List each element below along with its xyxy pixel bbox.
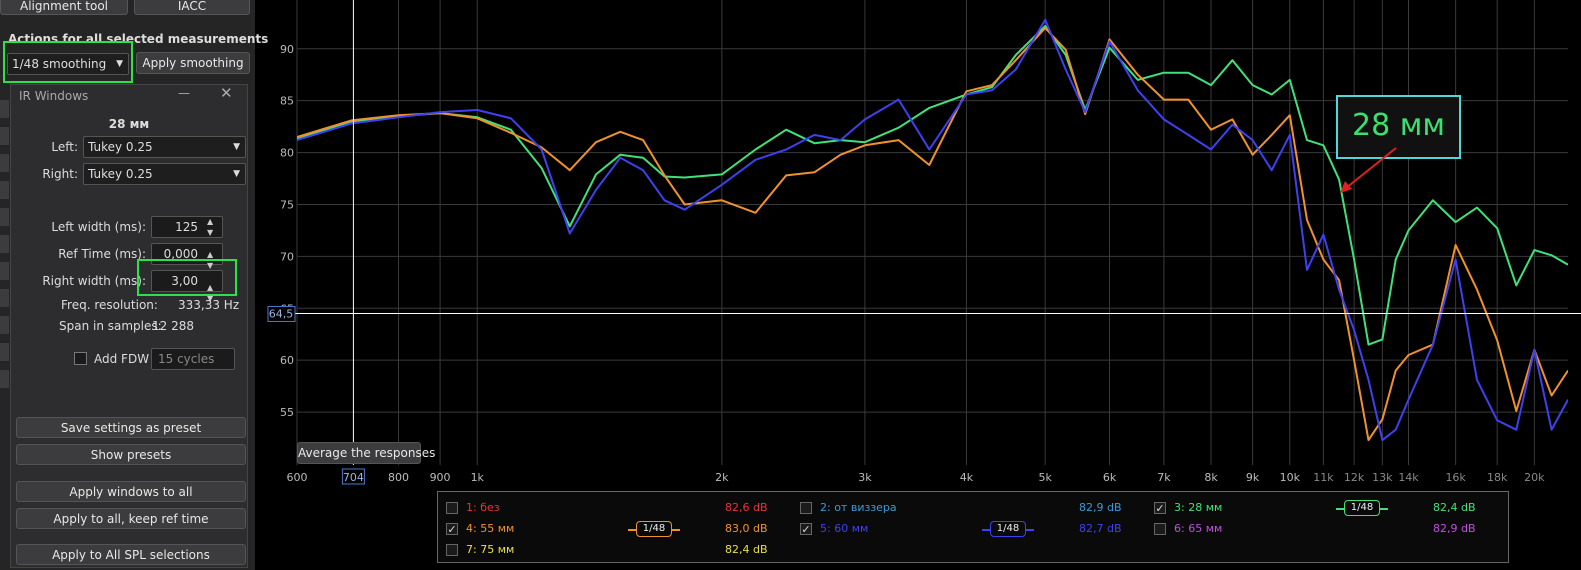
value: 333,33 Hz (178, 298, 240, 312)
checkbox[interactable]: ✓ (800, 523, 812, 536)
smoothing-icon: 1/48 (990, 521, 1026, 537)
close[interactable]: ✕ (220, 84, 233, 102)
x-tick-label: 8k (1204, 471, 1218, 484)
x-tick-label: 1k (471, 471, 485, 484)
button[interactable]: Save settings as preset (16, 417, 246, 438)
label: Right width (ms): (42, 274, 146, 288)
legend-name: 4: 55 мм (466, 522, 515, 535)
checkbox[interactable] (1154, 523, 1166, 535)
legend-level: 82,6 dB (725, 501, 768, 514)
button[interactable]: Apply to All SPL selections (16, 544, 246, 565)
x-tick-label: 16k (1445, 471, 1466, 484)
checkbox[interactable]: ✓ (446, 523, 458, 536)
cursor-label: 704 (343, 471, 364, 484)
dropdown[interactable]: 1/48 smoothing ▼ (7, 53, 129, 75)
dropdown[interactable]: Tukey 0.25 ▼ (83, 136, 246, 158)
x-tick-label: 3k (858, 471, 872, 484)
dropdown[interactable]: Tukey 0.25 ▼ (83, 163, 246, 185)
dialog-title: IR Windows (19, 89, 89, 103)
label: Freq. resolution: (61, 298, 158, 312)
cursor-label-box (341, 468, 365, 485)
cursor-label-box (267, 305, 296, 322)
curve (297, 27, 1568, 442)
x-tick-label: 800 (388, 471, 409, 484)
label: Right: (42, 167, 78, 181)
minimize[interactable]: — (178, 86, 190, 100)
x-tick-label: 13k (1372, 471, 1393, 484)
legend-name: 2: от виззера (820, 501, 897, 514)
label: Left: (51, 140, 78, 154)
highlight (137, 259, 237, 296)
label: Ref Time (ms): (58, 247, 146, 261)
legend-level: 82,4 dB (1433, 501, 1476, 514)
y-tick-label: 80 (280, 147, 294, 160)
legend-name: 3: 28 мм (1174, 501, 1223, 514)
dropdown-value: 1/48 smoothing (12, 57, 107, 71)
y-tick-label: 85 (280, 95, 294, 108)
input[interactable]: 125 (151, 216, 223, 238)
hidden-buttons (0, 100, 9, 390)
checkbox[interactable]: ✓ (1154, 502, 1166, 515)
spinners[interactable]: ▲ ▼ ▲ ▼ ▲ ▼ (207, 217, 214, 303)
legend-level: 82,9 dB (1079, 501, 1122, 514)
legend-name: 6: 65 мм (1174, 522, 1223, 535)
curve (297, 18, 1568, 442)
checkbox[interactable] (800, 502, 812, 514)
legend-name: 7: 75 мм (466, 543, 515, 556)
x-tick-label: 20k (1524, 471, 1545, 484)
smoothing-icon: 1/48 (1344, 500, 1380, 516)
button[interactable]: IACC (134, 0, 250, 15)
button[interactable]: Apply to all, keep ref time (16, 508, 246, 529)
smoothing-icon: 1/48 (636, 521, 672, 537)
legend-name: 1: без (466, 501, 500, 514)
x-tick-label: 11k (1313, 471, 1334, 484)
label: Span in samples: (59, 319, 162, 333)
checkbox[interactable] (446, 544, 458, 556)
button[interactable]: Apply windows to all (16, 481, 246, 502)
x-tick-label: 14k (1398, 471, 1419, 484)
button[interactable]: Average the responses (297, 442, 435, 464)
y-tick-label: 90 (280, 43, 294, 56)
x-tick-label: 4k (960, 471, 974, 484)
cursor-label: 64,5 (269, 307, 294, 320)
dropdown-value: Tukey 0.25 (88, 167, 153, 181)
x-tick-label: 7k (1157, 471, 1171, 484)
x-tick-label: 6k (1103, 471, 1117, 484)
input[interactable]: 3,00 (151, 270, 223, 292)
x-tick-label: 5k (1038, 471, 1052, 484)
legend-level: 82,9 dB (1433, 522, 1476, 535)
checkbox[interactable] (446, 502, 458, 514)
measurement-name: 28 мм (108, 117, 150, 131)
x-tick-label: 900 (430, 471, 451, 484)
x-tick-label: 9k (1246, 471, 1260, 484)
x-tick-label: 18k (1487, 471, 1508, 484)
value: 12 288 (152, 319, 194, 333)
x-tick-label: 600 (287, 471, 308, 484)
dropdown-value: Tukey 0.25 (88, 140, 153, 154)
label: Add FDW (94, 352, 150, 366)
x-tick-label: 10k (1280, 471, 1301, 484)
legend-level: 82,7 dB (1079, 522, 1122, 535)
legend-level: 82,4 dB (725, 543, 768, 556)
button[interactable]: Show presets (16, 444, 246, 465)
input[interactable]: 15 cycles (151, 348, 235, 370)
button[interactable]: Alignment tool (0, 0, 128, 15)
label: Left width (ms): (51, 220, 146, 234)
legend: 1: без 82,6 dB 2: от виззера 82,9 dB ✓ 3: 28 … (437, 491, 1509, 563)
x-tick-label: 2k (715, 471, 729, 484)
highlight (3, 41, 133, 83)
x-tick-label: 12k (1344, 471, 1365, 484)
annotation: 28 мм (1336, 95, 1461, 159)
button[interactable]: Apply smoothing (136, 52, 250, 74)
legend-level: 83,0 dB (725, 522, 768, 535)
annotation-arrow (1340, 147, 1397, 193)
y-tick-label: 60 (280, 354, 294, 367)
y-tick-label: 70 (280, 250, 294, 263)
legend-name: 5: 60 мм (820, 522, 869, 535)
checkbox[interactable] (74, 352, 87, 365)
y-tick-label: 75 (280, 198, 294, 211)
y-tick-label: 55 (280, 406, 294, 419)
